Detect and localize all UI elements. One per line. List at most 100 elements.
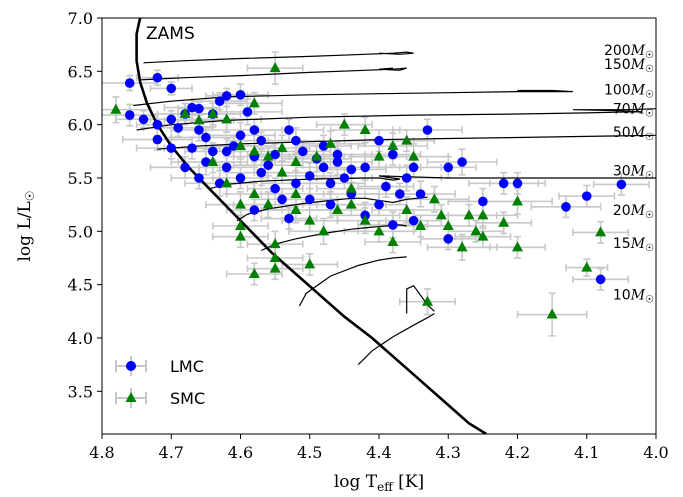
lmc-point-15 <box>173 123 183 133</box>
y-tick-label-4: 5.5 <box>68 169 93 188</box>
smc-point-18 <box>401 134 413 145</box>
x-tick-label-1: 4.7 <box>159 443 184 462</box>
lmc-point-0 <box>124 78 135 88</box>
smc-point-3 <box>193 114 205 125</box>
legend: LMC SMC <box>115 356 205 408</box>
x-tick-label-5: 4.3 <box>436 443 461 462</box>
lmc-point-30 <box>332 157 343 167</box>
smc-point-58 <box>435 209 447 220</box>
lmc-point-68 <box>263 160 274 170</box>
lmc-point-60 <box>616 179 627 190</box>
y-tick-label-2: 4.5 <box>68 276 93 295</box>
lmc-point-33 <box>374 135 384 146</box>
lmc-point-37 <box>422 125 433 135</box>
smc-point-1 <box>269 62 281 73</box>
lmc-point-52 <box>394 189 405 199</box>
smc-point-36 <box>428 193 440 204</box>
smc-point-46 <box>421 295 433 306</box>
smc-point-22 <box>235 198 246 209</box>
lmc-point-39 <box>457 157 467 167</box>
lmc-point-55 <box>478 196 488 207</box>
smc-point-10 <box>276 142 288 153</box>
lmc-point-25 <box>284 125 294 135</box>
smc-point-23 <box>248 188 260 198</box>
lmc-point-74 <box>318 141 329 151</box>
lmc-point-14 <box>242 107 253 117</box>
smc-point-6 <box>248 97 260 108</box>
smc-point-55 <box>248 268 260 278</box>
lmc-point-34 <box>388 149 398 160</box>
lmc-point-62 <box>388 220 398 230</box>
errorbar-layer <box>102 51 650 337</box>
track-label-3: 70M☉ <box>613 102 654 120</box>
lmc-point-51 <box>374 199 384 210</box>
lmc-point-17 <box>201 132 211 143</box>
lmc-point-79 <box>277 194 287 205</box>
marker-layer <box>110 62 627 319</box>
track-label-4: 50M☉ <box>613 125 654 143</box>
smc-point-54 <box>304 258 316 269</box>
lmc-point-70 <box>325 178 336 189</box>
smc-point-31 <box>359 214 371 225</box>
lmc-point-56 <box>498 178 509 189</box>
lmc-point-16 <box>194 125 204 135</box>
lmc-point-65 <box>152 134 163 145</box>
lmc-point-44 <box>256 167 267 178</box>
lmc-point-66 <box>166 143 177 153</box>
lmc-point-3 <box>124 110 135 120</box>
smc-point-4 <box>207 108 219 118</box>
lmc-point-61 <box>595 274 606 285</box>
smc-point-20 <box>207 156 219 166</box>
smc-point-35 <box>415 220 427 230</box>
evolution-track-9 <box>406 284 435 314</box>
smc-point-15 <box>359 124 371 134</box>
evolution-track-0 <box>143 51 414 64</box>
smc-point-42 <box>498 216 510 227</box>
lmc-point-18 <box>208 146 218 157</box>
lmc-point-21 <box>235 130 246 141</box>
smc-point-16 <box>373 150 385 161</box>
x-axis-label: log Teff [K] <box>334 472 424 494</box>
lmc-point-64 <box>284 213 294 224</box>
zams-label: ZAMS <box>146 24 195 44</box>
smc-point-41 <box>477 209 489 220</box>
smc-point-33 <box>387 236 399 246</box>
lmc-point-41 <box>194 173 204 183</box>
track-label-6: 20M☉ <box>613 203 654 221</box>
lmc-point-45 <box>270 183 280 194</box>
lmc-point-69 <box>304 171 315 181</box>
y-tick-label-1: 4.0 <box>68 329 93 348</box>
smc-point-53 <box>269 262 281 273</box>
smc-point-2 <box>179 108 191 118</box>
lmc-point-6 <box>166 114 177 125</box>
legend-item-lmc: LMC <box>115 356 204 376</box>
x-tick-label-0: 4.8 <box>89 443 114 462</box>
lmc-point-54 <box>443 234 454 244</box>
smc-point-26 <box>290 204 302 214</box>
x-tick-label-4: 4.4 <box>366 443 391 462</box>
lmc-point-36 <box>408 162 419 173</box>
smc-point-52 <box>269 252 281 262</box>
smc-point-28 <box>318 225 330 236</box>
y-tick-label-0: 3.5 <box>68 382 93 401</box>
lmc-point-12 <box>221 91 232 101</box>
lmc-point-71 <box>346 164 357 175</box>
smc-errorbar-44 <box>488 235 547 259</box>
lmc-point-57 <box>512 178 523 189</box>
track-label-7: 15M☉ <box>613 236 654 254</box>
smc-point-9 <box>262 150 274 161</box>
lmc-point-53 <box>408 215 419 226</box>
track-label-layer: 200M☉150M☉ 100M☉ 70M☉ 50M☉ 30M☉ 20M☉ 15M☉ 10M☉ <box>604 43 654 305</box>
y-tick-label-5: 6.0 <box>68 116 93 135</box>
track-label-8: 10M☉ <box>613 287 654 305</box>
lmc-point-63 <box>249 205 260 215</box>
legend-lmc-label: LMC <box>170 357 204 376</box>
evolution-track-1 <box>140 67 407 81</box>
smc-point-56 <box>290 188 302 198</box>
smc-point-32 <box>373 225 385 236</box>
evolution-track-8 <box>298 256 407 307</box>
lmc-point-38 <box>443 162 454 173</box>
legend-item-smc: SMC <box>115 388 205 408</box>
smc-point-44 <box>512 241 523 252</box>
lmc-point-9 <box>194 103 204 114</box>
